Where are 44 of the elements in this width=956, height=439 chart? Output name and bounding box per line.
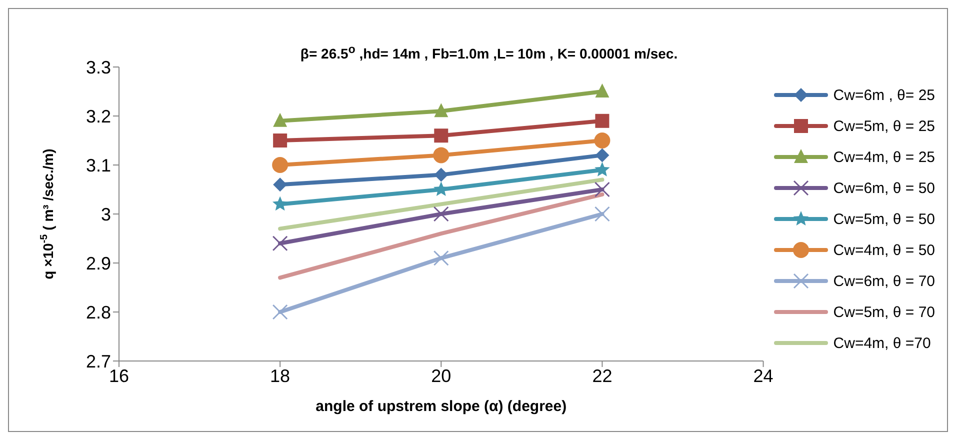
y-tick-label: 2.8 <box>86 302 111 322</box>
y-tick-label: 3 <box>100 204 111 224</box>
x-tick-label: 22 <box>592 366 612 386</box>
point <box>433 147 450 164</box>
point <box>434 103 448 118</box>
legend-label: Cw=4m, θ = 50 <box>833 242 935 258</box>
point <box>594 162 610 176</box>
point <box>273 178 288 192</box>
point <box>595 84 610 98</box>
legend-label: Cw=5m, θ = 50 <box>833 210 935 228</box>
point <box>272 236 288 252</box>
point <box>434 168 448 182</box>
y-tick-label: 2.7 <box>86 351 111 372</box>
chart-title: β= 26.5$^{o}$ ,hd= 14m , Fb=1.0m ,L= 10m , K= 0.00001 m/sec. <box>299 43 679 62</box>
point <box>595 114 610 128</box>
x-tick-label: 16 <box>108 366 130 386</box>
x-tick-label: 24 <box>753 366 774 386</box>
point <box>273 112 288 127</box>
point <box>433 206 449 222</box>
point <box>434 182 449 196</box>
point <box>273 134 288 148</box>
point <box>433 250 449 266</box>
legend-label: Cw=6m , θ= 25 <box>833 86 935 104</box>
y-tick-label: 3.1 <box>86 155 111 176</box>
point <box>595 148 610 162</box>
legend-label: Cw=6m, θ = 70 <box>833 272 935 290</box>
point <box>594 182 610 198</box>
point <box>594 132 610 148</box>
x-tick-label: 20 <box>431 366 452 386</box>
point <box>594 206 610 222</box>
y-tick-label: 3.2 <box>86 106 111 126</box>
x-tick-label: 18 <box>270 366 290 386</box>
legend-label: Cw=6m, θ = 50 <box>833 180 935 196</box>
point <box>272 157 288 173</box>
point <box>272 304 288 320</box>
y-tick-label: 2.9 <box>86 253 111 274</box>
x-axis-title: angle of upstrem slope (α) (degree) <box>316 398 567 415</box>
legend-label: Cw=5m, θ = 70 <box>833 304 935 320</box>
legend-label: Cw=5m, θ = 25 <box>833 118 935 134</box>
point <box>272 196 288 211</box>
legend-label: Cw=4m, θ =70 <box>833 334 931 352</box>
legend-label: Cw=4m, θ = 25 <box>833 148 935 166</box>
point <box>434 128 448 143</box>
y-tick-label: 3.3 <box>86 57 111 78</box>
